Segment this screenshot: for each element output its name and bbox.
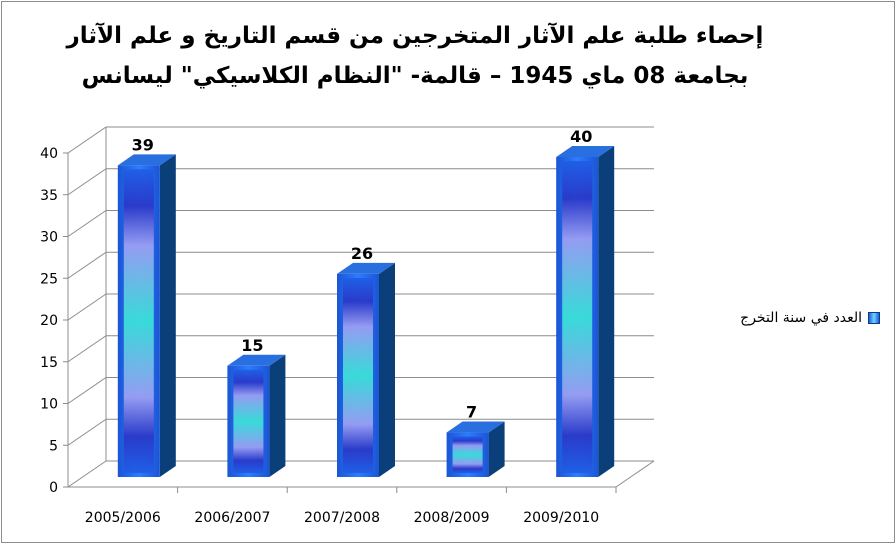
y-tick-label: 10	[40, 397, 58, 413]
bar-top	[556, 146, 615, 157]
bar-top	[337, 262, 395, 274]
gridline-diagonal	[67, 168, 107, 196]
bar-side	[269, 354, 286, 477]
legend: العدد في سنة التخرج	[700, 310, 880, 332]
bar-glow	[452, 436, 483, 473]
bar-glow	[123, 169, 154, 473]
gridline-diagonal	[67, 126, 107, 154]
x-tick-label: 2005/2006	[85, 510, 161, 526]
bar	[556, 146, 615, 477]
y-tick-label: 35	[40, 188, 58, 204]
data-label: 15	[241, 336, 263, 355]
x-tick-label: 2009/2010	[523, 510, 599, 526]
legend-swatch-icon	[868, 312, 880, 324]
data-label: 39	[132, 135, 154, 154]
bar	[446, 421, 505, 477]
x-tick-label: 2006/2007	[194, 510, 270, 526]
bar	[117, 154, 176, 477]
title-line-2: بجامعة 08 ماي 1945 – قالمة- "النظام الكل…	[81, 63, 749, 89]
data-label: 40	[570, 127, 592, 146]
gridline-diagonal	[67, 418, 107, 446]
bar-glow	[233, 369, 264, 473]
gridline-diagonal	[67, 210, 107, 237]
bar-glow	[343, 277, 373, 473]
bar-side	[488, 421, 505, 477]
bar	[227, 354, 286, 477]
bar-top	[227, 354, 286, 366]
y-tick-label: 15	[40, 355, 58, 371]
floor-right-edge	[615, 460, 655, 488]
bar-top	[446, 421, 505, 433]
bar-side	[159, 154, 176, 477]
y-tick-label: 25	[40, 271, 58, 287]
y-tick-label: 40	[40, 146, 58, 162]
gridline-diagonal	[67, 377, 107, 404]
y-tick-label: 30	[40, 230, 58, 246]
gridline-diagonal	[67, 460, 107, 488]
gridline-diagonal	[67, 335, 107, 363]
x-tick-label: 2007/2008	[304, 510, 380, 526]
gridline-diagonal	[67, 251, 107, 279]
y-tick-label: 20	[40, 313, 58, 329]
gridline-diagonal	[67, 293, 107, 321]
chart-title: إحصاء طلبة علم الآثار المتخرجين من قسم ا…	[20, 16, 810, 96]
bar	[337, 262, 395, 477]
legend-label: العدد في سنة التخرج	[740, 310, 862, 326]
bar-side	[379, 262, 395, 477]
bar-side	[598, 146, 615, 477]
y-tick-label: 5	[49, 438, 58, 454]
data-label: 26	[351, 244, 373, 263]
bar-top	[117, 154, 176, 166]
bar-glow	[562, 161, 593, 473]
data-label: 7	[466, 403, 477, 422]
title-line-1: إحصاء طلبة علم الآثار المتخرجين من قسم ا…	[66, 23, 764, 49]
y-tick-label: 0	[49, 480, 58, 496]
x-tick-label: 2008/2009	[414, 510, 490, 526]
